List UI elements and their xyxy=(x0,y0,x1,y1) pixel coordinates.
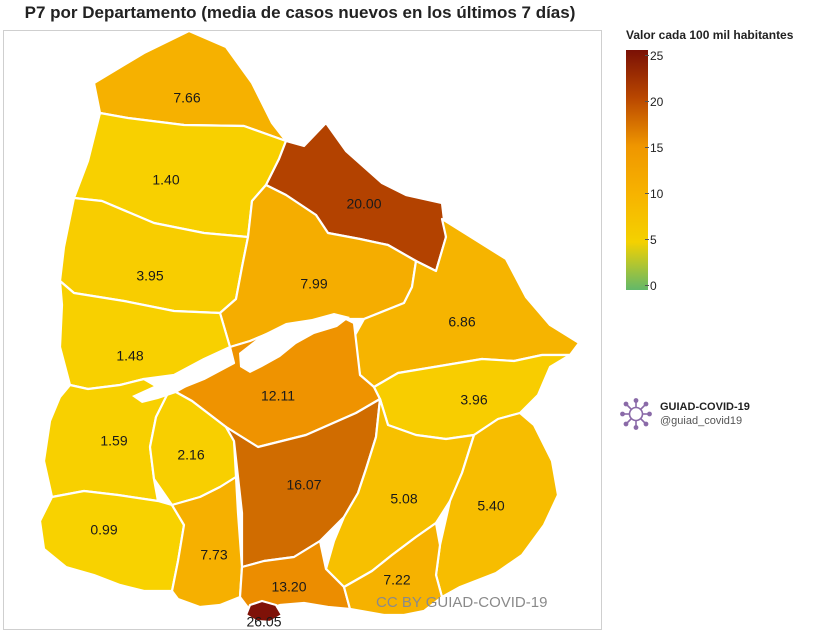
department-value-label: 6.86 xyxy=(448,314,475,330)
chart-title: P7 por Departamento (media de casos nuev… xyxy=(24,3,576,22)
watermark: CC BY GUIAD-COVID-19 xyxy=(376,594,548,611)
legend: Valor cada 100 mil habitantes 25 20 15 1… xyxy=(626,28,794,292)
department-san-jose xyxy=(170,475,244,609)
department-soriano xyxy=(42,377,170,503)
department-rio-negro xyxy=(58,279,232,391)
department-value-label: 1.48 xyxy=(116,348,143,364)
legend-tick: 25 xyxy=(644,49,664,63)
department-value-label: 12.11 xyxy=(261,388,295,404)
department-value-label: 2.16 xyxy=(177,447,204,463)
brand-name: GUIAD-COVID-19 xyxy=(660,401,750,413)
legend-tick: 15 xyxy=(644,141,664,155)
department-rocha xyxy=(434,411,560,599)
legend-tick: 10 xyxy=(644,187,664,201)
department-value-label: 5.08 xyxy=(390,491,417,507)
legend-colorbar xyxy=(626,50,648,290)
legend-tick: 20 xyxy=(644,95,664,109)
virus-icon xyxy=(620,398,652,430)
department-value-label: 16.07 xyxy=(286,477,321,493)
legend-title: Valor cada 100 mil habitantes xyxy=(626,28,794,42)
lake-rio-negro-mouth xyxy=(132,382,190,403)
department-colonia xyxy=(38,489,186,593)
department-value-label: 3.95 xyxy=(136,268,163,284)
department-value-label: 7.99 xyxy=(300,276,327,292)
legend-tick: 0 xyxy=(645,279,657,293)
department-value-label: 20.00 xyxy=(346,196,381,212)
department-value-label: 1.59 xyxy=(100,433,127,449)
department-value-label: 7.22 xyxy=(383,572,410,588)
map-frame: 7.66 1.40 20.00 3.95 7.99 6.86 1.48 12.11 3.96 1.… xyxy=(3,30,602,630)
department-value-label: 13.20 xyxy=(271,579,306,595)
uruguay-map: 7.66 1.40 20.00 3.95 7.99 6.86 1.48 12.11 3.96 1.… xyxy=(38,31,581,630)
department-value-label: 7.73 xyxy=(200,547,227,563)
brand-handle: @guiad_covid19 xyxy=(660,415,743,427)
department-value-label: 1.40 xyxy=(152,172,179,188)
department-value-label: 7.66 xyxy=(173,90,200,106)
department-value-label: 26.05 xyxy=(246,614,281,630)
department-montevideo xyxy=(244,599,284,624)
department-value-label: 0.99 xyxy=(90,522,117,538)
lake-rincon-del-bonete xyxy=(239,313,350,373)
department-value-label: 5.40 xyxy=(477,498,504,514)
department-maldonado xyxy=(342,521,444,617)
legend-tick: 5 xyxy=(645,233,657,247)
department-value-label: 3.96 xyxy=(460,392,487,408)
